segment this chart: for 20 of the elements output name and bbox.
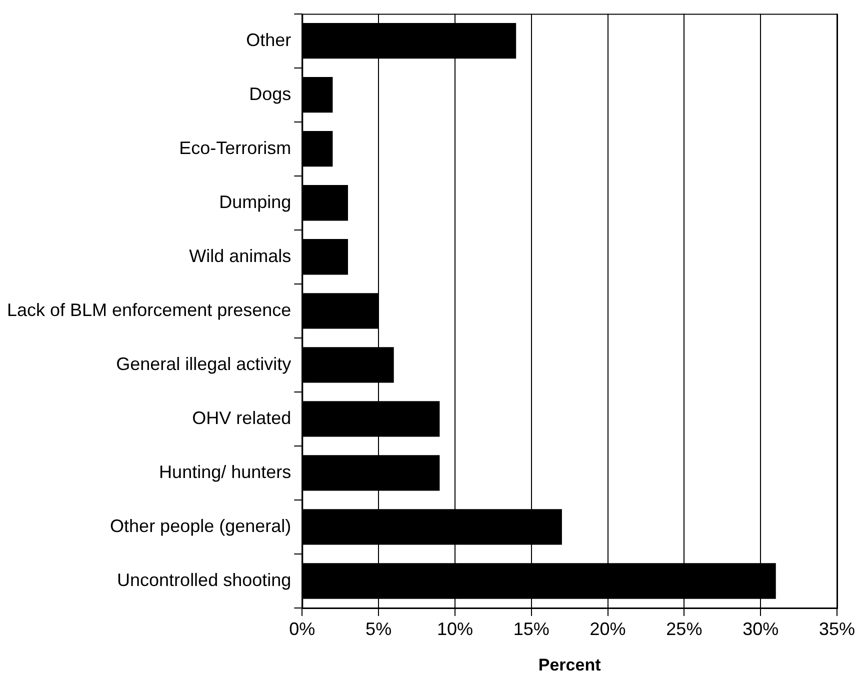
x-tick-label: 30% bbox=[742, 618, 779, 639]
y-tick-label: Hunting/ hunters bbox=[159, 462, 292, 482]
x-tick-label: 35% bbox=[818, 618, 856, 639]
y-tick-label: Other people (general) bbox=[110, 516, 292, 536]
y-tick-label: Dogs bbox=[249, 84, 292, 104]
x-tick-label: 10% bbox=[436, 618, 473, 639]
y-tick-label: Wild animals bbox=[189, 246, 292, 266]
y-tick-label: Other bbox=[246, 30, 292, 50]
x-axis-title: Percent bbox=[538, 655, 602, 674]
x-tick-label: 0% bbox=[289, 618, 316, 639]
y-tick-label: Eco-Terrorism bbox=[179, 138, 292, 158]
y-tick-label: OHV related bbox=[192, 408, 292, 428]
y-tick-label: Dumping bbox=[219, 192, 292, 212]
x-tick-label: 5% bbox=[366, 618, 392, 639]
x-tick-label: 15% bbox=[513, 618, 550, 639]
x-tick-label: 20% bbox=[590, 618, 626, 639]
y-tick-label: General illegal activity bbox=[116, 354, 292, 374]
y-tick-label: Lack of BLM enforcement presence bbox=[6, 300, 292, 320]
y-tick-label: Uncontrolled shooting bbox=[117, 570, 292, 590]
x-tick-label: 25% bbox=[666, 618, 702, 639]
